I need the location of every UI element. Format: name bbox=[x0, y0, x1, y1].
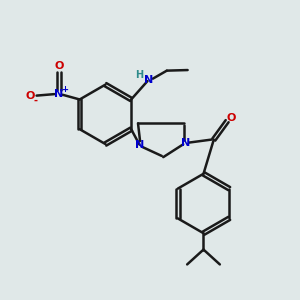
Text: N: N bbox=[144, 75, 154, 85]
Text: H: H bbox=[135, 70, 143, 80]
Text: N: N bbox=[135, 140, 144, 150]
Text: N: N bbox=[181, 138, 190, 148]
Text: O: O bbox=[54, 61, 64, 71]
Text: O: O bbox=[226, 113, 236, 123]
Text: O: O bbox=[26, 91, 35, 100]
Text: N: N bbox=[54, 89, 64, 99]
Text: -: - bbox=[34, 96, 38, 106]
Text: +: + bbox=[61, 85, 68, 94]
